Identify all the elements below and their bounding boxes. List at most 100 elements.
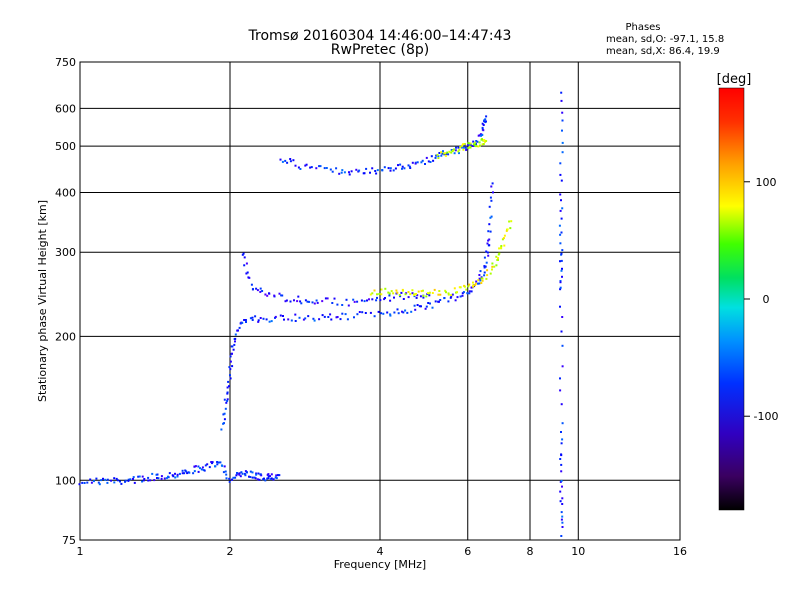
data-point <box>106 481 109 484</box>
data-point <box>480 276 483 279</box>
data-point <box>297 166 300 169</box>
data-point <box>560 259 563 262</box>
data-point <box>231 365 234 368</box>
data-point <box>478 282 481 285</box>
data-point <box>417 290 420 293</box>
data-point <box>428 291 431 294</box>
data-point <box>472 143 475 146</box>
data-point <box>454 149 457 152</box>
data-point <box>388 294 391 297</box>
data-point <box>497 259 499 261</box>
data-point <box>224 407 227 410</box>
data-point <box>132 478 134 480</box>
data-point <box>495 264 498 267</box>
data-point <box>420 161 423 164</box>
data-point <box>228 477 231 480</box>
data-point <box>183 472 186 475</box>
data-point <box>561 515 564 518</box>
data-point <box>245 272 248 275</box>
data-point <box>474 282 477 285</box>
data-point <box>203 469 206 472</box>
data-point <box>468 283 471 286</box>
data-point <box>197 470 200 473</box>
data-point <box>444 152 447 155</box>
data-point <box>313 302 316 305</box>
data-point <box>147 476 150 479</box>
data-point <box>263 477 265 480</box>
data-point <box>204 464 207 467</box>
data-point <box>339 318 342 321</box>
data-point <box>411 292 414 295</box>
data-point <box>444 154 447 157</box>
x-tick-label: 2 <box>227 545 234 558</box>
data-point <box>289 160 292 163</box>
data-point <box>172 475 175 478</box>
data-point <box>267 477 270 480</box>
x-tick-label: 8 <box>527 545 534 558</box>
data-point <box>559 260 561 263</box>
data-point <box>157 477 160 480</box>
data-point <box>319 165 322 168</box>
data-point <box>315 299 318 302</box>
data-point <box>133 481 136 484</box>
data-point <box>304 299 307 302</box>
data-point <box>305 163 308 166</box>
data-point <box>309 166 312 169</box>
data-point <box>251 319 254 321</box>
data-point <box>331 170 334 173</box>
data-point <box>402 298 405 300</box>
data-point <box>559 377 561 380</box>
data-point <box>278 292 281 295</box>
data-point <box>559 162 562 165</box>
data-point <box>242 252 245 255</box>
data-point <box>491 268 493 271</box>
data-point <box>560 199 562 202</box>
data-point <box>407 296 410 299</box>
data-point <box>560 252 563 255</box>
data-point <box>483 266 486 269</box>
data-point <box>316 301 319 304</box>
data-point <box>336 303 339 306</box>
data-point <box>308 300 311 303</box>
data-point <box>231 352 233 355</box>
data-point <box>400 291 403 294</box>
data-point <box>459 295 462 298</box>
data-point <box>369 311 372 314</box>
data-point <box>115 477 118 480</box>
data-point <box>238 473 241 476</box>
data-point <box>227 380 230 383</box>
data-point <box>256 289 259 292</box>
data-point <box>445 291 447 294</box>
data-point <box>439 293 442 296</box>
data-point <box>259 473 262 476</box>
data-point <box>559 286 562 289</box>
data-point <box>259 317 262 319</box>
data-point <box>561 151 564 154</box>
data-point <box>559 305 561 308</box>
y-tick-label: 500 <box>55 140 76 153</box>
data-point <box>508 220 511 223</box>
data-point <box>421 159 424 162</box>
data-point <box>163 477 166 480</box>
data-point <box>483 119 486 122</box>
data-point <box>413 294 416 297</box>
data-point <box>454 299 457 302</box>
data-point <box>561 521 564 524</box>
data-point <box>429 161 432 163</box>
data-point <box>193 470 196 473</box>
data-point <box>366 299 368 302</box>
data-point <box>503 244 506 247</box>
data-point <box>160 477 163 480</box>
data-point <box>464 146 467 149</box>
data-point <box>393 296 395 299</box>
data-point <box>560 330 563 333</box>
data-point <box>483 271 486 274</box>
data-point <box>113 481 116 484</box>
data-point <box>510 220 513 223</box>
data-point <box>246 271 249 274</box>
data-point <box>447 300 450 303</box>
x-tick-label: 4 <box>377 545 384 558</box>
data-point <box>255 473 258 476</box>
data-point <box>478 274 481 276</box>
data-point <box>447 153 450 156</box>
